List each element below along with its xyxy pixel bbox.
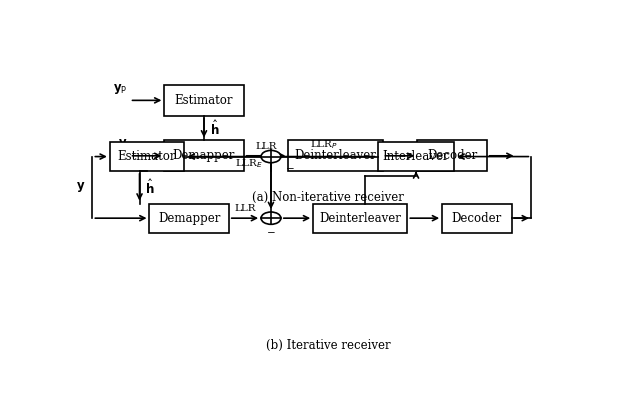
Text: Deinterleaver: Deinterleaver [294, 149, 376, 162]
Text: $\hat{\mathbf{h}}$: $\hat{\mathbf{h}}$ [145, 178, 155, 197]
Bar [313, 204, 408, 233]
Bar [417, 140, 487, 171]
Text: Demapper: Demapper [158, 212, 220, 225]
Text: LLR$_P$: LLR$_P$ [310, 138, 339, 151]
Text: Estimator: Estimator [175, 94, 233, 107]
Text: LLR: LLR [234, 204, 255, 213]
Text: Estimator: Estimator [118, 150, 176, 163]
Text: Demapper: Demapper [173, 149, 235, 162]
Text: $-$: $-$ [285, 163, 294, 172]
Text: $\mathbf{y}$: $\mathbf{y}$ [118, 137, 127, 151]
Text: $-$: $-$ [266, 227, 276, 236]
Text: LLR: LLR [255, 142, 276, 151]
Text: $\hat{\mathbf{h}}$: $\hat{\mathbf{h}}$ [210, 118, 220, 138]
Text: Decoder: Decoder [427, 149, 477, 162]
Circle shape [261, 150, 281, 163]
Text: $\mathbf{y}_\mathrm{P}$: $\mathbf{y}_\mathrm{P}$ [113, 82, 127, 96]
Text: $\mathbf{y}$: $\mathbf{y}$ [76, 180, 85, 194]
Text: (b) Iterative receiver: (b) Iterative receiver [266, 339, 390, 352]
Text: LLR$_E$: LLR$_E$ [236, 158, 264, 170]
Bar [150, 204, 229, 233]
Circle shape [261, 212, 281, 224]
Text: Interleaver: Interleaver [383, 150, 449, 163]
Bar [442, 204, 511, 233]
Bar [164, 85, 244, 116]
Text: Decoder: Decoder [452, 212, 502, 225]
Bar [288, 140, 383, 171]
Text: Deinterleaver: Deinterleaver [319, 212, 401, 225]
Bar [378, 142, 454, 171]
Bar [110, 142, 184, 171]
Bar [164, 140, 244, 171]
Text: (a) Non-iterative receiver: (a) Non-iterative receiver [252, 191, 404, 204]
